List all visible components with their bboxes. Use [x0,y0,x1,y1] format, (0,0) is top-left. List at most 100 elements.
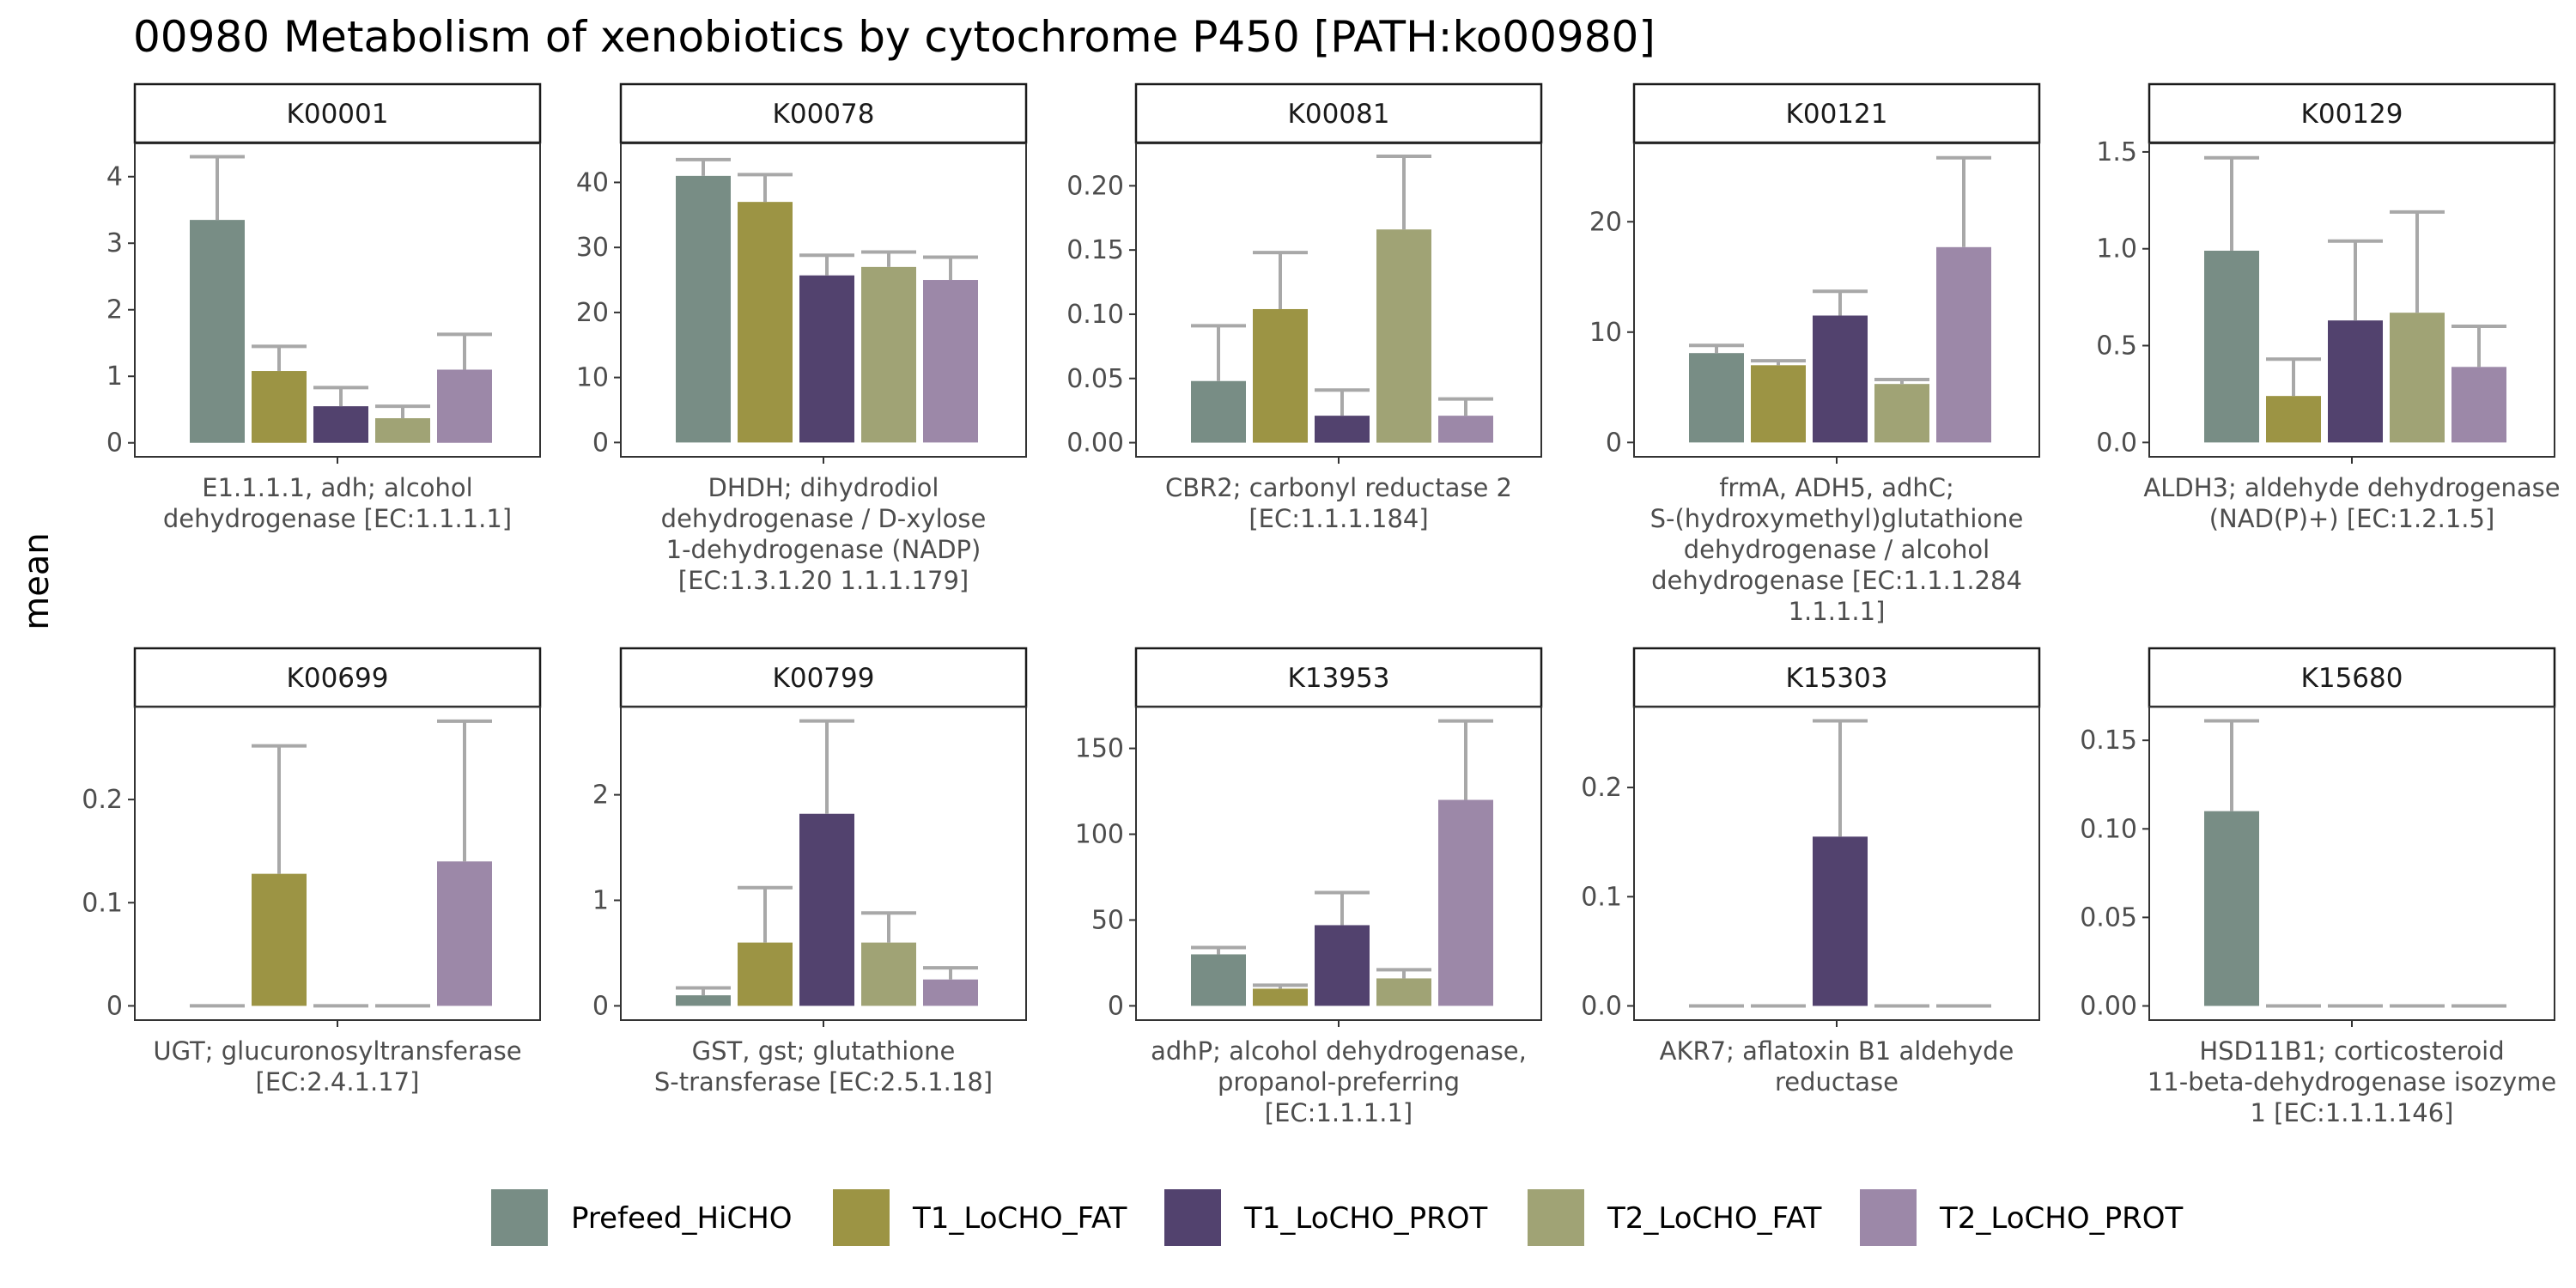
bar-T2_LoCHO_PROT [2451,367,2506,443]
y-tick-label: 20 [1589,207,1622,237]
y-tick-label: 1 [106,361,123,392]
category-label-line: dehydrogenase [EC:1.1.1.284 [1651,566,2022,595]
category-label: frmA, ADH5, adhC; S-(hydroxymethyl)glutat… [1650,473,2024,626]
y-tick-label: 0.2 [82,785,123,815]
y-tick-label: 0.15 [1066,235,1124,265]
y-tick-label: 0 [106,991,123,1021]
panel-K00129: K00129 0.0 0.5 1.0 1.5 ALDH3; aldehyde dehydr… [2096,82,2561,533]
strip-K00078 [619,82,1028,144]
panel-grid: K00001 0 1 2 3 4 E1.1.1.1, adh; alcohol dehydro… [82,82,2561,1127]
strip-label: K13953 [1288,663,1390,694]
y-tick-label: 10 [1589,318,1622,348]
y-tick-label: 0.20 [1066,171,1124,201]
y-tick-label: 0 [106,428,123,459]
y-tick-label: 4 [106,162,123,192]
legend-item: T2_LoCHO_PROT [1860,1189,2184,1246]
legend-swatch [491,1189,548,1246]
category-label-line: (NAD(P)+) [EC:1.2.1.5] [2209,504,2495,533]
strip-label: K00078 [773,99,875,130]
bar-T1_LoCHO_FAT [1751,365,1806,443]
category-label-line: dehydrogenase / D-xylose [661,504,987,533]
y-tick-label: 0.15 [2080,726,2137,756]
category-label-line: AKR7; aflatoxin B1 aldehyde [1660,1036,2014,1066]
category-label: adhP; alcohol dehydrogenase, propanol-pre… [1151,1036,1527,1127]
y-tick-label: 0 [1606,428,1622,458]
strip-K00001 [133,82,542,144]
category-label-line: propanol-preferring [1218,1067,1460,1097]
category-label-line: S-transferase [EC:2.5.1.18] [654,1067,993,1097]
bar-T1_LoCHO_PROT [1315,416,1370,443]
strip-label: K00121 [1786,99,1888,130]
bar-Prefeed_HiCHO [190,220,245,443]
y-tick-label: 0.00 [2080,992,2137,1022]
panel-K00799: K00799 0 1 2 GST, gst; glutathione S-transfer… [592,647,1028,1097]
bar-T2_LoCHO_FAT [861,942,916,1006]
y-tick-label: 0.10 [2080,814,2137,844]
y-tick-label: 0.2 [1581,773,1622,803]
legend-swatch [1164,1189,1221,1246]
y-tick-label: 0.00 [1066,428,1124,459]
y-axis-label: mean [17,532,57,629]
bar-Prefeed_HiCHO [2204,811,2259,1006]
legend-label: Prefeed_HiCHO [571,1201,793,1236]
category-label-line: [EC:1.3.1.20 1.1.1.179] [678,566,969,595]
category-label-line: S-(hydroxymethyl)glutathione [1650,504,2024,533]
category-label-line: CBR2; carbonyl reductase 2 [1165,473,1512,502]
panel-K00081: K00081 0.00 0.05 0.10 0.15 0.20 CBR2; carbonyl… [1066,82,1543,533]
bar-T1_LoCHO_PROT [1813,315,1868,443]
legend-item: T1_LoCHO_FAT [833,1189,1127,1246]
legend-item: T2_LoCHO_FAT [1528,1189,1822,1246]
strip-label: K00129 [2301,99,2403,130]
category-label-line: [EC:1.1.1.184] [1249,504,1428,533]
bar-T2_LoCHO_PROT [1936,246,1991,443]
category-label: GST, gst; glutathione S-transferase [EC:2… [654,1036,993,1097]
bar-Prefeed_HiCHO [1191,954,1246,1006]
legend-label: T2_LoCHO_PROT [1939,1201,2184,1236]
y-tick-label: 0.05 [1066,364,1124,394]
panel-K15303: K15303 0.0 0.1 0.2 AKR7; aflatoxin B1 aldehy… [1581,647,2041,1097]
y-tick-label: 10 [576,363,609,393]
strip-K00121 [1632,82,2041,144]
category-label-line: frmA, ADH5, adhC; [1719,473,1954,502]
y-tick-label: 0.05 [2080,902,2137,933]
legend-swatch [1528,1189,1584,1246]
category-label-line: GST, gst; glutathione [692,1036,956,1066]
bar-T1_LoCHO_FAT [252,873,307,1006]
strip-label: K00001 [287,99,389,130]
bar-T1_LoCHO_PROT [799,813,854,1006]
bar-T1_LoCHO_FAT [738,942,793,1006]
legend-item: Prefeed_HiCHO [491,1189,793,1246]
bar-T2_LoCHO_FAT [375,418,430,443]
y-tick-label: 0.0 [1581,991,1622,1021]
bar-T1_LoCHO_FAT [252,371,307,443]
y-tick-label: 3 [106,228,123,258]
y-tick-label: 0.1 [82,888,123,918]
y-tick-label: 0.1 [1581,882,1622,912]
y-tick-label: 150 [1075,734,1124,764]
category-label-line: [EC:2.4.1.17] [256,1067,420,1097]
bar-Prefeed_HiCHO [676,175,731,443]
strip-K15303 [1632,647,2041,708]
strip-label: K00699 [287,663,389,694]
y-tick-label: 1.0 [2096,234,2137,264]
legend-label: T2_LoCHO_FAT [1607,1201,1822,1236]
bar-T2_LoCHO_FAT [1376,978,1431,1006]
bar-T2_LoCHO_PROT [923,979,978,1006]
y-tick-label: 2 [106,295,123,325]
y-tick-label: 0.0 [2096,428,2137,458]
category-label-line: 1-dehydrogenase (NADP) [666,535,981,564]
bar-Prefeed_HiCHO [676,995,731,1006]
category-label-line: 11-beta-dehydrogenase isozyme [2148,1067,2556,1097]
category-label: AKR7; aflatoxin B1 aldehyde reductase [1660,1036,2014,1097]
bar-T1_LoCHO_FAT [738,202,793,443]
y-tick-label: 0.10 [1066,300,1124,330]
bar-Prefeed_HiCHO [1689,353,1744,443]
panel-K00121: K00121 0 10 20 frmA, ADH5, adhC; S-(hydroxyme… [1589,82,2041,626]
category-label: E1.1.1.1, adh; alcohol dehydrogenase [EC:… [163,473,512,533]
bar-T1_LoCHO_PROT [313,406,368,443]
bar-T2_LoCHO_PROT [923,280,978,443]
bar-Prefeed_HiCHO [2204,250,2259,443]
strip-label: K00081 [1288,99,1390,130]
category-label: ALDH3; aldehyde dehydrogenase (NAD(P)+) [… [2143,473,2560,533]
